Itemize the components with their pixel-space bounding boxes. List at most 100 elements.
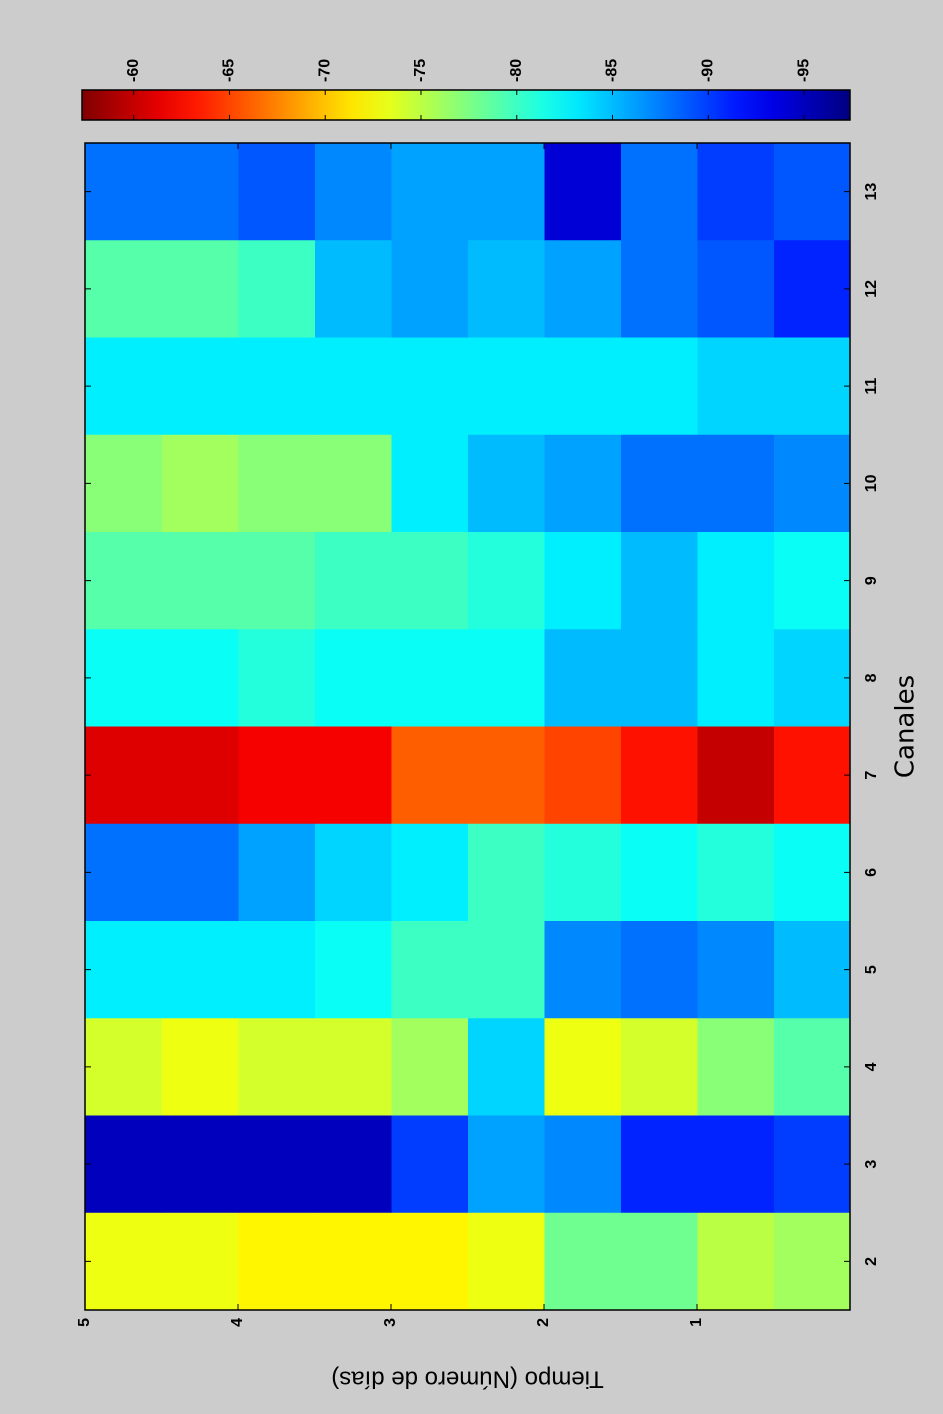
heatmap-cell	[391, 337, 468, 435]
heatmap-cell	[85, 1017, 162, 1116]
y-tick-label: 2	[535, 1318, 552, 1327]
heatmap-cell	[85, 531, 162, 630]
heatmap-cell	[314, 1017, 392, 1116]
heatmap-cell	[238, 337, 315, 435]
heatmap-cell	[391, 434, 468, 532]
heatmap-cell	[620, 239, 698, 338]
heatmap-cell	[544, 823, 621, 921]
y-axis-label: Tiempo (Número de días)	[331, 1366, 604, 1393]
heatmap-cell	[773, 628, 851, 727]
colorbar-tick-label: -85	[604, 59, 621, 82]
heatmap-cell	[620, 726, 698, 824]
heatmap-cell	[314, 726, 392, 824]
heatmap-cell	[391, 1017, 468, 1116]
heatmap-cell	[467, 1115, 545, 1213]
heatmap-cell	[161, 823, 239, 921]
heatmap-cell	[620, 920, 698, 1019]
heatmap-cell	[773, 1212, 851, 1310]
heatmap-cell	[161, 337, 239, 435]
heatmap-cell	[773, 531, 851, 630]
heatmap-cell	[85, 628, 162, 727]
x-tick-label: 4	[863, 1062, 880, 1071]
x-tick-label: 11	[863, 378, 880, 395]
heatmap-cell	[161, 1017, 239, 1116]
heatmap-cell	[697, 823, 774, 921]
x-tick-label: 13	[863, 183, 880, 201]
x-axis-label: Canales	[891, 675, 921, 778]
heatmap-cell	[544, 1017, 621, 1116]
heatmap-cell	[773, 337, 851, 435]
x-tick-label: 8	[863, 673, 880, 682]
colorbar-tick-label: -80	[508, 59, 525, 82]
colorbar-tick-label: -70	[316, 59, 333, 82]
heatmap-cell	[238, 823, 315, 921]
heatmap-cell	[391, 726, 468, 824]
heatmap-cell	[314, 1212, 392, 1310]
colorbar-tick-label: -65	[221, 59, 238, 82]
heatmap-cell	[238, 1212, 315, 1310]
colorbar-tick-label: -90	[699, 59, 716, 82]
heatmap-cell	[85, 239, 162, 338]
x-tick-label: 9	[863, 576, 880, 585]
heatmap-cell	[467, 239, 545, 338]
heatmap-cell	[391, 142, 468, 241]
heatmap-cell	[85, 920, 162, 1019]
heatmap-cell	[238, 920, 315, 1019]
colorbar-tick-label: -60	[125, 59, 142, 82]
heatmap-cell	[467, 142, 545, 241]
axes-box	[84, 142, 851, 1311]
heatmap-cell	[697, 628, 774, 727]
heatmap-cell	[544, 1212, 621, 1310]
x-tick-label: 5	[863, 965, 880, 974]
heatmap-cell	[314, 239, 392, 338]
heatmap-cell	[238, 531, 315, 630]
heatmap-cell	[467, 337, 545, 435]
heatmap-cell	[544, 434, 621, 532]
heatmap-cell	[238, 434, 315, 532]
heatmap-cell	[697, 1115, 774, 1213]
heatmap-cell	[697, 726, 774, 824]
x-tick-label: 12	[863, 280, 880, 298]
heatmap-cell	[161, 1212, 239, 1310]
x-tick-label: 3	[863, 1160, 880, 1169]
heatmap-cell	[238, 1017, 315, 1116]
heatmap-cell	[697, 1017, 774, 1116]
heatmap-cell	[391, 1212, 468, 1310]
heatmap-cell	[620, 434, 698, 532]
heatmap-cell	[544, 239, 621, 338]
heatmap-cell	[544, 726, 621, 824]
heatmap-cell	[85, 142, 162, 241]
heatmap-cell	[85, 434, 162, 532]
heatmap-cell	[620, 1115, 698, 1213]
heatmap-cell	[85, 1115, 162, 1213]
heatmap-cell	[620, 628, 698, 727]
y-tick-label: 5	[76, 1318, 93, 1327]
heatmap-cell	[391, 920, 468, 1019]
heatmap-cell	[161, 1115, 239, 1213]
x-tick-label: 2	[863, 1257, 880, 1266]
colorbar-tick-label: -75	[412, 59, 429, 82]
heatmap-cell	[161, 726, 239, 824]
heatmap-cell	[391, 823, 468, 921]
heatmap-cell	[161, 142, 239, 241]
heatmap-cell	[391, 1115, 468, 1213]
heatmap-cell	[773, 1017, 851, 1116]
x-tick-label: 10	[863, 474, 880, 492]
heatmap-cell	[238, 726, 315, 824]
heatmap-cell	[467, 531, 545, 630]
heatmap-cell	[467, 726, 545, 824]
y-tick-label: 4	[229, 1318, 246, 1327]
heatmap-cell	[697, 239, 774, 338]
heatmap-cell	[85, 823, 162, 921]
heatmap-cell	[85, 1212, 162, 1310]
heatmap-cell	[697, 337, 774, 435]
heatmap-cell	[238, 1115, 315, 1213]
heatmap-cell	[467, 920, 545, 1019]
heatmap-cell	[697, 434, 774, 532]
heatmap-cell	[161, 239, 239, 338]
heatmap-cell	[238, 628, 315, 727]
x-tick-label: 7	[863, 771, 880, 780]
heatmap-cell	[773, 434, 851, 532]
